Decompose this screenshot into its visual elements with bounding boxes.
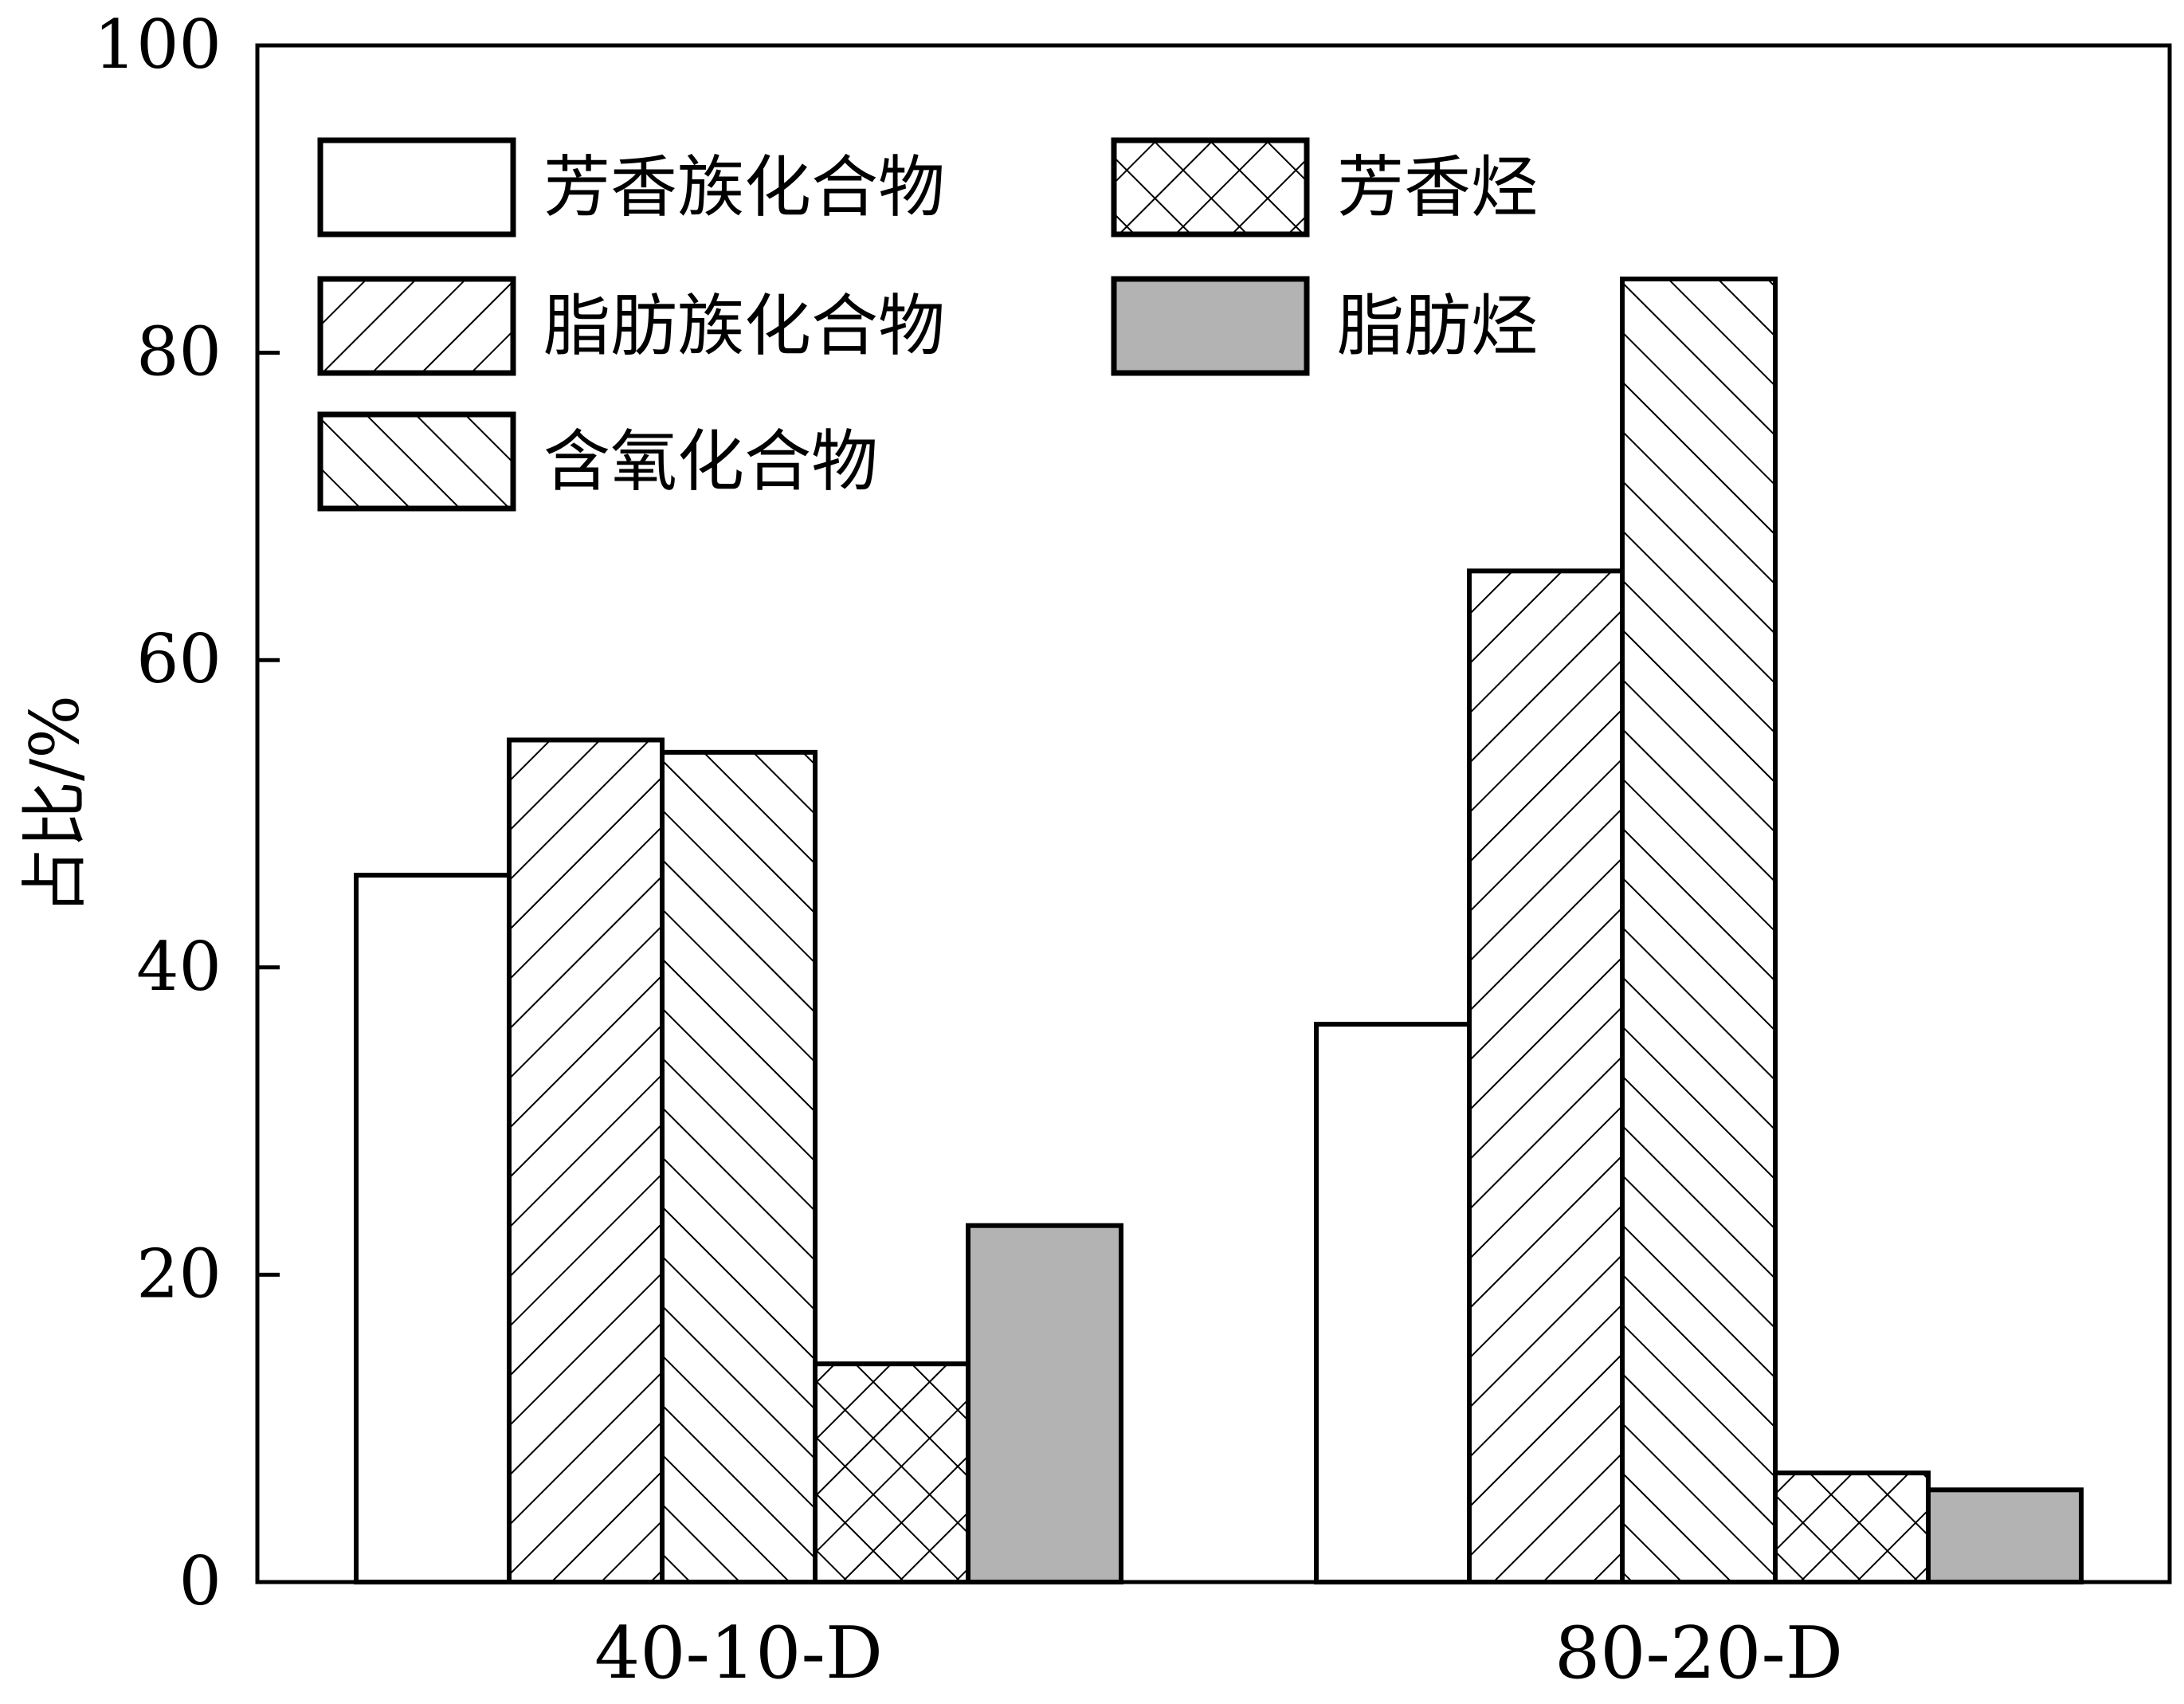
y-tick-label: 80 bbox=[136, 313, 222, 391]
bar bbox=[813, 1361, 970, 1584]
legend-swatch bbox=[317, 276, 516, 376]
bar bbox=[507, 737, 665, 1584]
y-tick-label: 40 bbox=[136, 928, 222, 1006]
bar bbox=[966, 1223, 1123, 1584]
y-tick-label: 0 bbox=[179, 1542, 222, 1620]
y-axis: 0 20 40 60 80 100 bbox=[94, 6, 280, 1620]
bars-layer bbox=[354, 277, 2084, 1585]
bar bbox=[660, 749, 818, 1584]
y-tick-label: 60 bbox=[136, 620, 222, 698]
legend-swatch bbox=[1111, 137, 1310, 238]
bar bbox=[1314, 1022, 1472, 1584]
legend-swatch bbox=[1111, 276, 1310, 376]
x-tick-label: 40-10-D bbox=[594, 1612, 883, 1695]
x-tick-label: 80-20-D bbox=[1555, 1612, 1843, 1695]
y-tick-label: 20 bbox=[136, 1235, 222, 1313]
bar bbox=[354, 873, 512, 1584]
y-axis-label: 占比/% bbox=[16, 695, 94, 915]
y-tick-label: 100 bbox=[94, 6, 222, 84]
bar bbox=[1467, 568, 1625, 1584]
legend-label: 脂肪族化合物 bbox=[543, 287, 945, 365]
bar bbox=[1620, 277, 1778, 1584]
x-axis: 40-10-D 80-20-D bbox=[594, 1612, 1843, 1695]
legend-label: 芳香族化合物 bbox=[543, 148, 945, 226]
plot-frame bbox=[255, 43, 2172, 1584]
bar bbox=[1926, 1487, 2084, 1584]
legend-label: 含氧化合物 bbox=[543, 422, 878, 501]
bar bbox=[1773, 1470, 1931, 1585]
legend-label: 芳香烃 bbox=[1337, 148, 1538, 226]
legend-swatch bbox=[317, 137, 516, 238]
legend-label: 脂肪烃 bbox=[1337, 287, 1538, 365]
legend-swatch bbox=[317, 411, 516, 512]
